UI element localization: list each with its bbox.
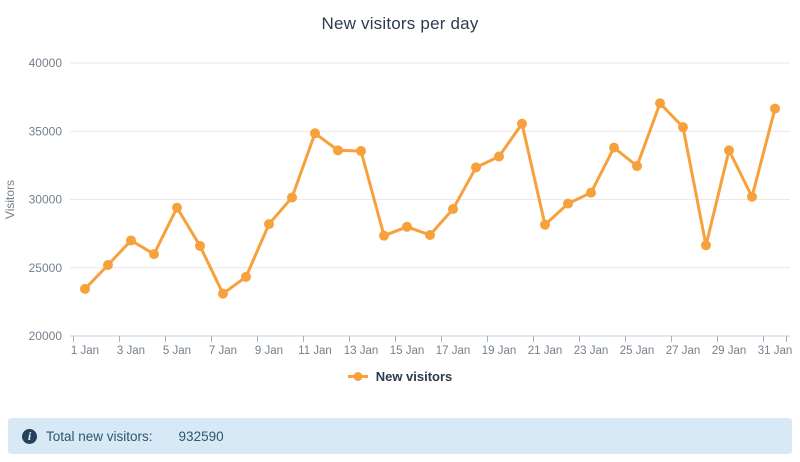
y-tick-label: 30000: [29, 193, 63, 207]
data-point[interactable]: [218, 288, 228, 299]
y-tick-label: 20000: [29, 329, 63, 343]
line-chart-plot-area: 20000 25000 30000 35000 40000 1 Jan 3 Jan 5 Jan…: [3, 56, 793, 357]
total-visitors-value: 932590: [178, 428, 224, 444]
data-point[interactable]: [540, 219, 550, 230]
data-point[interactable]: [80, 283, 90, 294]
x-tick-label: 23 Jan: [574, 345, 609, 357]
x-tick-label: 29 Jan: [712, 345, 747, 357]
y-tick-label: 40000: [29, 56, 63, 70]
data-point[interactable]: [149, 249, 159, 260]
data-point[interactable]: [770, 103, 780, 114]
data-point[interactable]: [287, 192, 297, 203]
x-tick-label: 5 Jan: [163, 345, 191, 357]
x-tick-label: 9 Jan: [255, 345, 283, 357]
data-point[interactable]: [655, 98, 665, 109]
legend-item-new-visitors[interactable]: New visitors: [0, 369, 800, 384]
x-tick-label: 13 Jan: [344, 345, 379, 357]
y-axis-title: Visitors: [3, 180, 17, 219]
data-point[interactable]: [241, 271, 251, 282]
data-point[interactable]: [632, 161, 642, 172]
y-tick-label: 35000: [29, 124, 63, 138]
x-tick-label: 11 Jan: [298, 345, 332, 357]
data-point[interactable]: [402, 221, 412, 232]
data-point[interactable]: [333, 145, 343, 156]
data-point[interactable]: [126, 235, 136, 246]
legend-marker-icon: [347, 372, 368, 381]
data-point[interactable]: [448, 204, 458, 215]
visitors-chart-card: New visitors per day 20000 25000 30000 3500…: [0, 14, 800, 384]
info-icon: i: [22, 428, 37, 444]
data-point[interactable]: [103, 260, 113, 271]
data-point[interactable]: [195, 240, 205, 251]
x-tick-label: 3 Jan: [117, 345, 145, 357]
x-tick-label: 15 Jan: [390, 345, 425, 357]
data-point[interactable]: [471, 162, 481, 173]
legend-label: New visitors: [375, 369, 453, 384]
x-tick-label: 1 Jan: [71, 345, 99, 357]
x-tick-label: 31 Jan: [758, 345, 793, 357]
data-point[interactable]: [425, 229, 435, 240]
total-visitors-bar: i Total new visitors: 932590: [8, 418, 792, 454]
data-point[interactable]: [494, 151, 504, 162]
data-point[interactable]: [724, 145, 734, 156]
data-point[interactable]: [701, 240, 711, 251]
data-point[interactable]: [356, 146, 366, 157]
x-tick-label: 27 Jan: [666, 345, 701, 357]
chart-title: New visitors per day: [321, 14, 479, 33]
data-point[interactable]: [379, 230, 389, 241]
data-point[interactable]: [678, 122, 688, 133]
data-point[interactable]: [264, 219, 274, 230]
total-visitors-label: Total new visitors:: [46, 428, 153, 444]
data-point[interactable]: [747, 191, 757, 202]
x-tick-label: 7 Jan: [209, 345, 237, 357]
x-tick-label: 21 Jan: [528, 345, 563, 357]
data-point[interactable]: [172, 202, 182, 213]
data-point[interactable]: [517, 118, 527, 129]
data-point[interactable]: [563, 198, 573, 209]
x-tick-label: 17 Jan: [436, 345, 471, 357]
y-tick-label: 25000: [29, 261, 63, 275]
data-point[interactable]: [609, 142, 619, 153]
x-tick-label: 25 Jan: [620, 345, 655, 357]
data-point[interactable]: [310, 128, 320, 139]
data-point[interactable]: [586, 187, 596, 198]
x-tick-label: 19 Jan: [482, 345, 517, 357]
series-line: [83, 101, 777, 296]
